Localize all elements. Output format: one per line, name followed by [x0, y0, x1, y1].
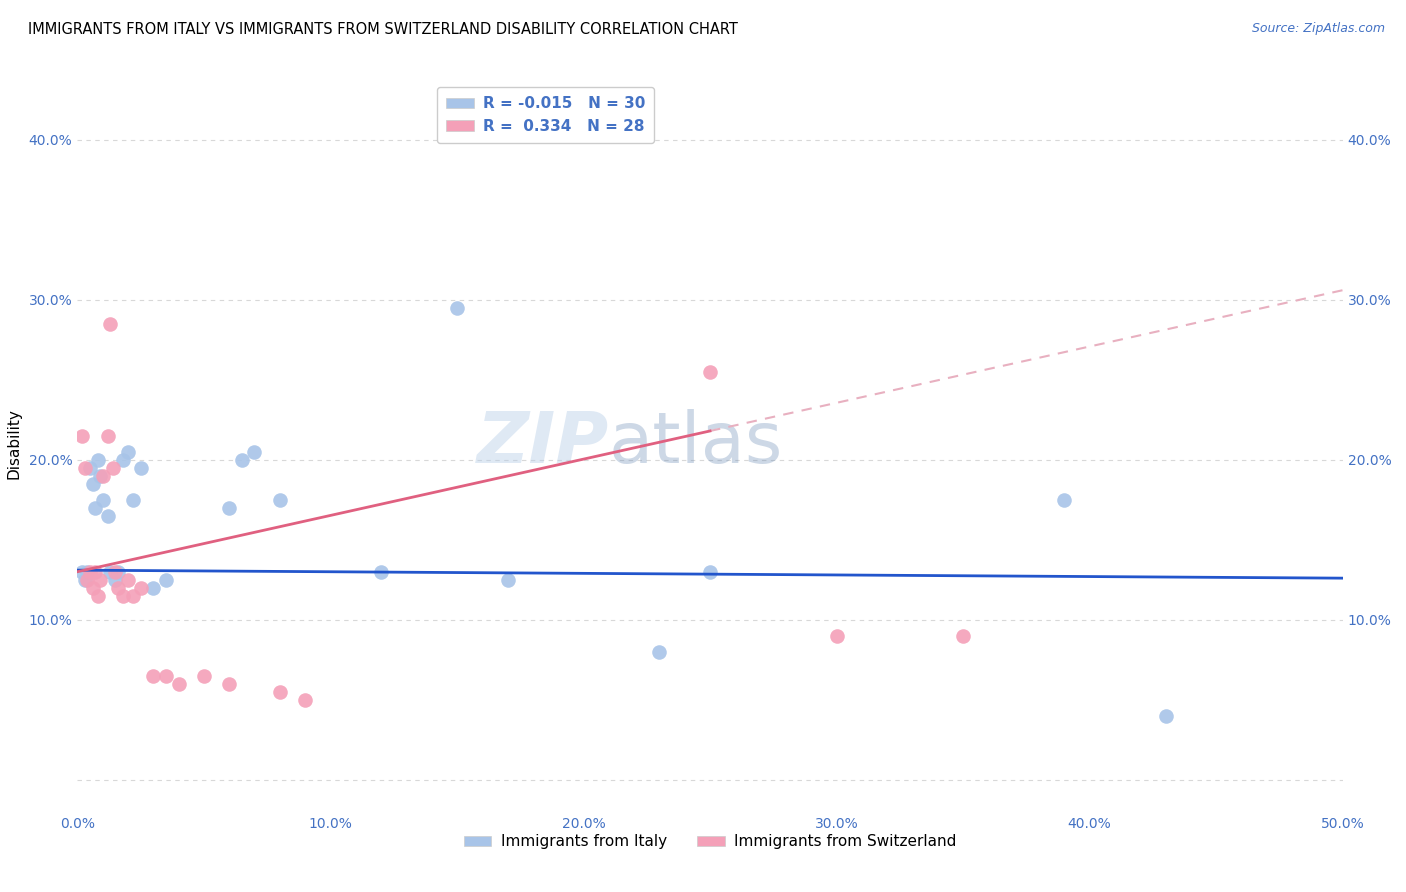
Point [107, 581, 129, 595]
Point [129, 460, 152, 475]
Point [370, 565, 392, 579]
Point [82, 476, 104, 491]
Point [446, 301, 468, 315]
Point [825, 629, 848, 643]
Point [79, 565, 101, 579]
Point [91, 492, 114, 507]
Point [1154, 708, 1177, 723]
Point [142, 669, 165, 683]
Text: atlas: atlas [609, 409, 783, 478]
Point [76, 565, 98, 579]
Point [89, 468, 111, 483]
Point [72, 429, 94, 443]
Point [117, 444, 139, 458]
Point [122, 492, 145, 507]
Point [76, 573, 98, 587]
Point [142, 581, 165, 595]
Point [167, 677, 190, 691]
Point [101, 460, 124, 475]
Point [155, 669, 177, 683]
Point [97, 508, 120, 523]
Text: ZIP: ZIP [477, 409, 609, 478]
Point [648, 645, 671, 659]
Text: Source: ZipAtlas.com: Source: ZipAtlas.com [1251, 22, 1385, 36]
Point [699, 365, 721, 379]
Point [218, 500, 240, 515]
Point [97, 429, 120, 443]
Point [269, 684, 291, 698]
Legend: Immigrants from Italy, Immigrants from Switzerland: Immigrants from Italy, Immigrants from S… [458, 829, 962, 855]
Point [699, 565, 721, 579]
Point [107, 565, 129, 579]
Point [86, 589, 108, 603]
Point [269, 492, 291, 507]
Point [496, 573, 519, 587]
Point [82, 581, 104, 595]
Point [122, 589, 145, 603]
Point [104, 565, 127, 579]
Point [243, 444, 266, 458]
Point [218, 677, 240, 691]
Point [98, 317, 121, 331]
Point [231, 452, 253, 467]
Point [84, 500, 107, 515]
Point [89, 573, 111, 587]
Point [294, 692, 316, 706]
Point [73, 460, 96, 475]
Point [155, 573, 177, 587]
Point [104, 573, 127, 587]
Point [91, 468, 114, 483]
Y-axis label: Disability: Disability [7, 409, 21, 479]
Point [193, 669, 215, 683]
Point [111, 589, 134, 603]
Point [73, 573, 96, 587]
Point [129, 581, 152, 595]
Point [72, 565, 94, 579]
Point [86, 452, 108, 467]
Point [117, 573, 139, 587]
Point [1053, 492, 1076, 507]
Point [111, 452, 134, 467]
Text: IMMIGRANTS FROM ITALY VS IMMIGRANTS FROM SWITZERLAND DISABILITY CORRELATION CHAR: IMMIGRANTS FROM ITALY VS IMMIGRANTS FROM… [28, 22, 738, 37]
Point [952, 629, 974, 643]
Point [79, 460, 101, 475]
Point [98, 565, 121, 579]
Point [84, 565, 107, 579]
